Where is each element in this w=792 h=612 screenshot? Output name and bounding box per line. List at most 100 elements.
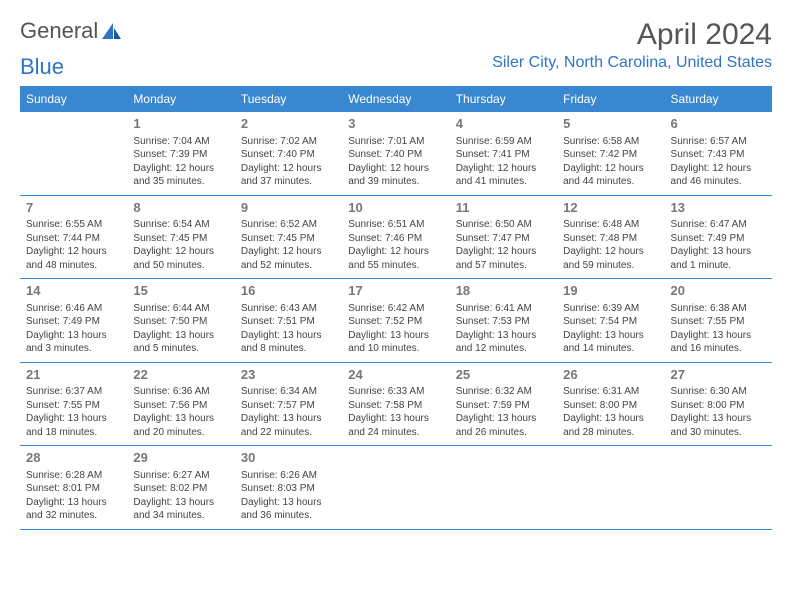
calendar-day-cell: 5Sunrise: 6:58 AMSunset: 7:42 PMDaylight… [557,112,664,195]
calendar-day-cell: 13Sunrise: 6:47 AMSunset: 7:49 PMDayligh… [665,196,772,279]
day-number: 5 [563,115,658,133]
sunrise-text: Sunrise: 6:38 AM [671,302,766,316]
sunset-text: Sunset: 8:03 PM [241,482,336,496]
calendar-day-cell: 14 Sunrise: 6:46 AMSunset: 7:49 PMDayligh… [20,279,127,362]
title-block: April 2024 Siler City, North Carolina, U… [492,18,772,72]
logo: General [20,18,123,44]
sunset-text: Sunset: 7:40 PM [348,148,443,162]
day-number: 1 [133,115,228,133]
day-number: 4 [456,115,551,133]
day-header: Monday [127,86,234,112]
day-number: 6 [671,115,766,133]
daylight-text: Daylight: 12 hours and 44 minutes. [563,162,658,189]
day-number: 14 [26,282,121,300]
sunrise-text: Sunrise: 6:26 AM [241,469,336,483]
day-header: Tuesday [235,86,342,112]
day-number: 25 [456,366,551,384]
logo-text-2: Blue [20,54,64,80]
sunset-text: Sunset: 7:51 PM [241,315,336,329]
sunrise-text: Sunrise: 6:57 AM [671,135,766,149]
sunrise-text: Sunrise: 6:30 AM [671,385,766,399]
calendar-day-cell: 16 Sunrise: 6:43 AMSunset: 7:51 PMDayligh… [235,279,342,362]
sunset-text: Sunset: 7:43 PM [671,148,766,162]
day-number: 2 [241,115,336,133]
sunrise-text: Sunrise: 6:27 AM [133,469,228,483]
logo-text-1: General [20,18,98,44]
day-number: 11 [456,199,551,217]
month-title: April 2024 [492,18,772,52]
calendar-day-cell: 18Sunrise: 6:41 AMSunset: 7:53 PMDayligh… [450,279,557,362]
daylight-text: Daylight: 13 hours and 26 minutes. [456,412,551,439]
daylight-text: Daylight: 13 hours and 32 minutes. [26,496,121,523]
calendar-day-cell [665,446,772,529]
sunset-text: Sunset: 7:57 PM [241,399,336,413]
calendar-day-cell: 23Sunrise: 6:34 AMSunset: 7:57 PMDayligh… [235,363,342,446]
calendar-week-row: 21Sunrise: 6:37 AMSunset: 7:55 PMDayligh… [20,362,772,446]
sunset-text: Sunset: 8:02 PM [133,482,228,496]
sunset-text: Sunset: 7:58 PM [348,399,443,413]
day-number: 27 [671,366,766,384]
sunset-text: Sunset: 7:45 PM [241,232,336,246]
calendar-day-cell: 3Sunrise: 7:01 AMSunset: 7:40 PMDaylight… [342,112,449,195]
sunrise-text: Sunrise: 7:04 AM [133,135,228,149]
day-header: Thursday [450,86,557,112]
calendar-day-cell [557,446,664,529]
day-number: 10 [348,199,443,217]
calendar-bottom-rule [20,529,772,530]
sunrise-text: Sunrise: 6:41 AM [456,302,551,316]
sunrise-text: Sunrise: 6:52 AM [241,218,336,232]
daylight-text: Daylight: 13 hours and 12 minutes. [456,329,551,356]
daylight-text: Daylight: 12 hours and 59 minutes. [563,245,658,272]
day-header: Sunday [20,86,127,112]
sunrise-text: Sunrise: 7:02 AM [241,135,336,149]
day-number: 18 [456,282,551,300]
day-number: 16 [241,282,336,300]
daylight-text: Daylight: 13 hours and 8 minutes. [241,329,336,356]
calendar-day-cell: 22Sunrise: 6:36 AMSunset: 7:56 PMDayligh… [127,363,234,446]
sunrise-text: Sunrise: 6:32 AM [456,385,551,399]
sunrise-text: Sunrise: 6:59 AM [456,135,551,149]
calendar-day-cell: 15Sunrise: 6:44 AMSunset: 7:50 PMDayligh… [127,279,234,362]
sunrise-text: Sunrise: 6:51 AM [348,218,443,232]
day-number: 21 [26,366,121,384]
sunset-text: Sunset: 7:41 PM [456,148,551,162]
daylight-text: Daylight: 13 hours and 36 minutes. [241,496,336,523]
day-number: 17 [348,282,443,300]
daylight-text: Daylight: 13 hours and 5 minutes. [133,329,228,356]
daylight-text: Daylight: 12 hours and 35 minutes. [133,162,228,189]
sunrise-text: Sunrise: 6:54 AM [133,218,228,232]
sunrise-text: Sunrise: 6:33 AM [348,385,443,399]
sunset-text: Sunset: 7:49 PM [26,315,121,329]
calendar-week-row: 14Sunrise: 6:46 AMSunset: 7:49 PMDayligh… [20,278,772,362]
daylight-text: Daylight: 12 hours and 50 minutes. [133,245,228,272]
calendar-day-cell: 9Sunrise: 6:52 AMSunset: 7:45 PMDaylight… [235,196,342,279]
calendar-day-cell: 2Sunrise: 7:02 AMSunset: 7:40 PMDaylight… [235,112,342,195]
daylight-text: Daylight: 13 hours and 28 minutes. [563,412,658,439]
sunset-text: Sunset: 8:00 PM [563,399,658,413]
sunset-text: Sunset: 8:00 PM [671,399,766,413]
calendar-day-cell [450,446,557,529]
day-number: 24 [348,366,443,384]
calendar-day-cell: 27Sunrise: 6:30 AMSunset: 8:00 PMDayligh… [665,363,772,446]
sunset-text: Sunset: 7:48 PM [563,232,658,246]
sunrise-text: Sunrise: 6:48 AM [563,218,658,232]
sunrise-text: Sunrise: 6:37 AM [26,385,121,399]
sunset-text: Sunset: 7:59 PM [456,399,551,413]
daylight-text: Daylight: 12 hours and 52 minutes. [241,245,336,272]
daylight-text: Daylight: 12 hours and 46 minutes. [671,162,766,189]
sunrise-text: Sunrise: 6:43 AM [241,302,336,316]
calendar-day-cell: 26Sunrise: 6:31 AMSunset: 8:00 PMDayligh… [557,363,664,446]
daylight-text: Daylight: 13 hours and 22 minutes. [241,412,336,439]
day-number: 23 [241,366,336,384]
sunrise-text: Sunrise: 6:55 AM [26,218,121,232]
calendar-day-cell: 4Sunrise: 6:59 AMSunset: 7:41 PMDaylight… [450,112,557,195]
sunset-text: Sunset: 7:44 PM [26,232,121,246]
calendar-day-cell: 7Sunrise: 6:55 AMSunset: 7:44 PMDaylight… [20,196,127,279]
daylight-text: Daylight: 13 hours and 3 minutes. [26,329,121,356]
daylight-text: Daylight: 13 hours and 30 minutes. [671,412,766,439]
sunrise-text: Sunrise: 6:46 AM [26,302,121,316]
sunset-text: Sunset: 7:47 PM [456,232,551,246]
sunrise-text: Sunrise: 6:44 AM [133,302,228,316]
sunset-text: Sunset: 7:56 PM [133,399,228,413]
day-header: Friday [557,86,664,112]
